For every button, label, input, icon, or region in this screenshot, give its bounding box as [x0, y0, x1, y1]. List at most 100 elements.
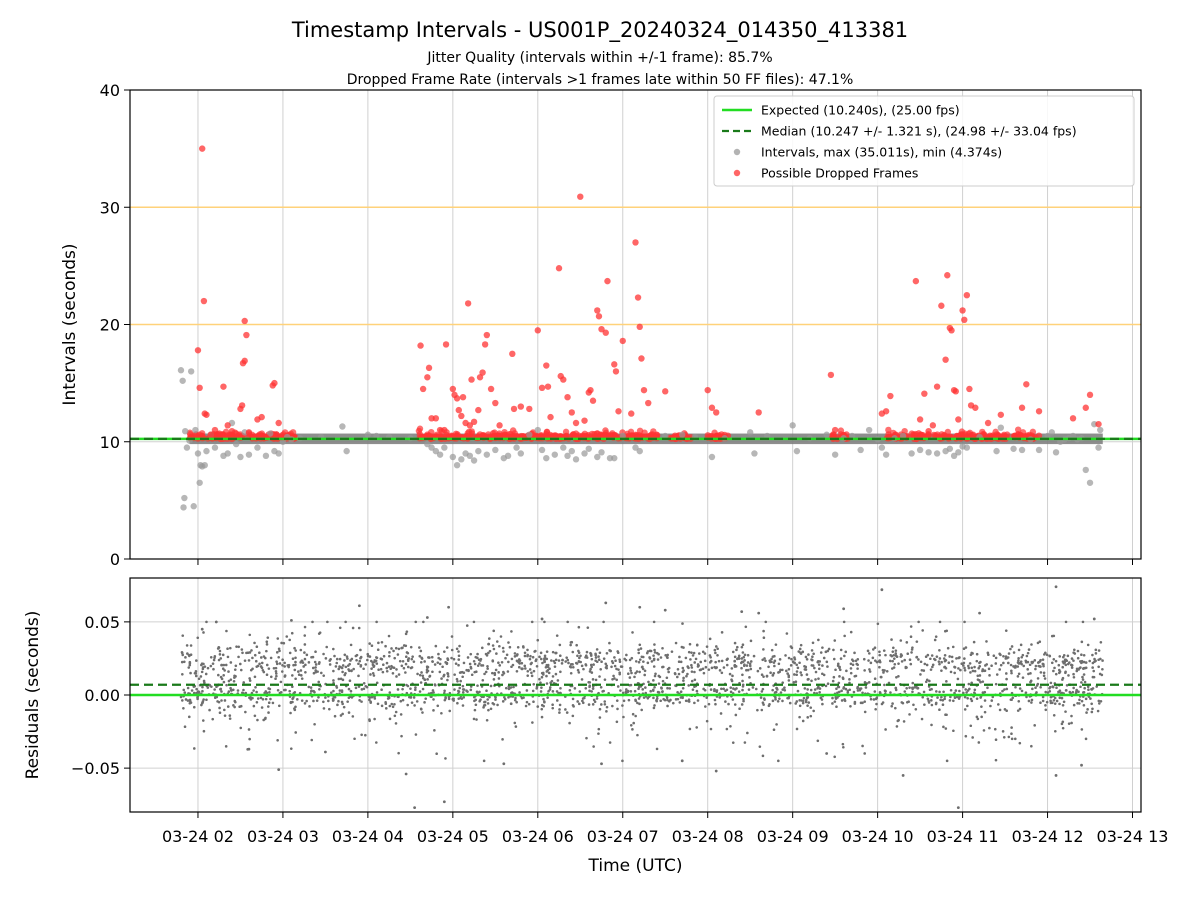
residual-point-801 [973, 665, 976, 669]
residual-point-2550 [884, 728, 887, 731]
residual-point-1806 [714, 651, 717, 655]
residual-point-1222 [1018, 741, 1022, 745]
residual-point-1493 [432, 698, 435, 701]
interval-point-45 [441, 444, 448, 451]
residual-point-1079 [1017, 657, 1020, 660]
residual-point-433 [187, 666, 191, 669]
residual-point-954 [189, 644, 193, 647]
residual-point-2009 [418, 690, 422, 693]
residual-point-1515 [281, 658, 284, 661]
residual-point-806 [431, 670, 434, 674]
dropped-frame-point-81 [615, 408, 622, 415]
residual-point-1557 [913, 686, 916, 689]
residual-point-1623 [594, 653, 598, 657]
residual-point-1740 [903, 690, 907, 693]
residual-point-2038 [688, 642, 692, 646]
residual-point-2174 [350, 669, 353, 673]
interval-point-93 [865, 426, 873, 434]
residual-point-727 [591, 678, 595, 681]
residual-point-65 [646, 661, 650, 665]
residual-point-1129 [401, 687, 404, 691]
residual-point-2290 [514, 696, 517, 700]
residual-point-1546 [633, 689, 637, 693]
residual-point-1820 [781, 699, 784, 703]
residual-outlier-9 [442, 800, 446, 804]
residual-point-68 [1084, 661, 1088, 664]
residual-point-2508 [509, 702, 513, 705]
residual-point-255 [341, 664, 345, 667]
residual-point-1166 [849, 662, 853, 666]
residual-point-411 [895, 725, 899, 728]
residual-point-1080 [938, 708, 941, 712]
residual-point-377 [1010, 732, 1013, 736]
residual-point-2312 [256, 664, 260, 668]
residual-point-1640 [618, 660, 622, 664]
residual-point-1639 [568, 721, 571, 725]
dropped-frame-point-5 [203, 411, 210, 418]
residual-point-1501 [536, 705, 540, 708]
dropped-frame-point-74 [594, 307, 601, 314]
residual-point-134 [213, 688, 216, 691]
residual-point-473 [966, 704, 969, 708]
residual-point-788 [1026, 651, 1030, 655]
residual-point-1420 [544, 665, 548, 669]
residual-point-147 [1062, 653, 1066, 657]
interval-point-75 [632, 444, 639, 451]
residual-point-202 [655, 651, 659, 655]
residual-point-514 [968, 662, 972, 665]
residual-point-1142 [793, 661, 796, 665]
residual-point-2568 [600, 703, 603, 706]
residual-point-2385 [981, 668, 985, 671]
residual-point-2553 [637, 697, 641, 700]
residual-point-1467 [239, 704, 243, 708]
residual-point-1832 [979, 680, 982, 684]
residual-point-1461 [364, 663, 368, 666]
residual-point-397 [456, 680, 459, 683]
residual-point-980 [294, 660, 297, 664]
dropped-frame-point-57 [526, 405, 533, 413]
residual-point-1448 [344, 620, 347, 624]
dropped-frame-point-120 [984, 419, 992, 427]
residual-point-1010 [899, 639, 903, 642]
residual-point-2364 [1044, 651, 1047, 655]
residual-point-1414 [211, 662, 215, 665]
residual-point-2502 [258, 651, 261, 655]
interval-point-42 [428, 444, 435, 451]
residual-point-879 [461, 684, 465, 688]
residual-point-1356 [622, 715, 625, 719]
interval-point-129 [1097, 426, 1104, 434]
residual-point-534 [540, 715, 544, 719]
residual-point-1305 [840, 699, 844, 702]
residual-point-665 [592, 663, 595, 666]
residual-point-737 [486, 667, 489, 670]
residual-point-2047 [740, 666, 743, 670]
residual-point-1866 [591, 687, 595, 690]
residual-point-2126 [1057, 663, 1061, 667]
residual-point-2308 [731, 674, 734, 678]
residual-point-214 [276, 688, 280, 692]
residual-point-1200 [631, 631, 634, 634]
residual-outlier-4 [324, 750, 327, 754]
interval-point-117 [1048, 429, 1055, 436]
residual-point-961 [299, 669, 303, 672]
residual-point-1538 [410, 657, 414, 661]
residual-point-968 [1066, 662, 1070, 666]
residual-point-798 [817, 638, 820, 642]
interval-point-128 [1095, 444, 1102, 451]
residual-point-1744 [826, 665, 829, 668]
residual-point-1507 [806, 716, 810, 719]
residual-point-1130 [949, 695, 952, 699]
residual-point-1816 [704, 705, 707, 708]
residual-point-64 [1021, 676, 1025, 679]
residual-point-2548 [262, 718, 265, 722]
residual-point-1938 [415, 700, 419, 703]
residual-point-1400 [372, 674, 376, 677]
residual-point-1143 [491, 671, 494, 675]
residual-point-2142 [555, 690, 559, 693]
residual-point-2489 [531, 721, 534, 724]
residual-point-1772 [222, 663, 226, 667]
residual-point-2597 [890, 654, 894, 658]
residual-point-1084 [209, 655, 213, 659]
residual-point-1297 [233, 668, 237, 671]
